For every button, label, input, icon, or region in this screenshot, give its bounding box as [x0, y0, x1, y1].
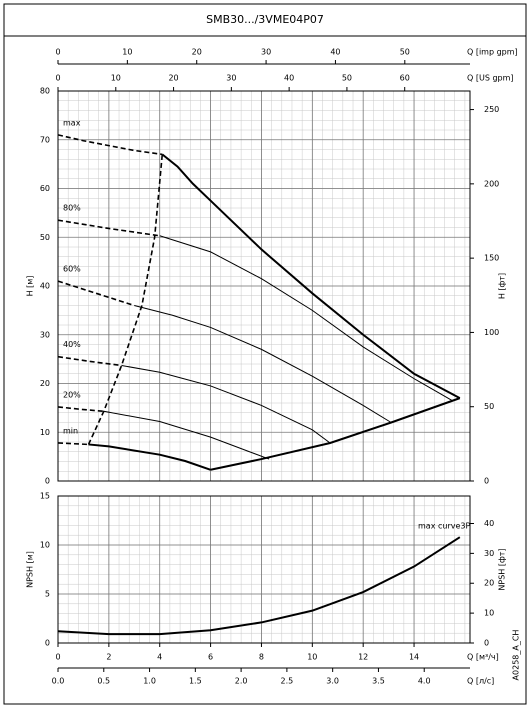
x-axis-label: Q [м³/ч] [467, 653, 499, 662]
curve [161, 153, 461, 400]
x-tick-label: 30 [226, 74, 236, 83]
curve [57, 134, 163, 156]
x-axis-label: Q [л/с] [467, 677, 494, 686]
y-tick-label: 30 [40, 330, 50, 339]
y-tick-label: 0 [45, 477, 50, 486]
chart-title: SMB30.../3VME04P07 [206, 13, 324, 26]
y2-tick-label: 0 [484, 639, 489, 648]
x-tick-label: 1.0 [143, 677, 156, 686]
x-tick-label: 2 [106, 653, 111, 662]
y2-tick-label: 20 [484, 579, 494, 588]
x-tick-label: 0 [55, 653, 60, 662]
x-tick-label: 12 [358, 653, 368, 662]
x-tick-label: 50 [400, 48, 410, 57]
x-tick-label: 30 [261, 48, 271, 57]
drawing-code: A0258_A_CH [512, 630, 521, 681]
annotation: max curve3P [418, 522, 470, 531]
y2-axis-label: NPSH [фт] [498, 548, 507, 590]
x-tick-label: 60 [400, 74, 410, 83]
frame [3, 3, 527, 705]
y-axis-label: H [м] [26, 276, 35, 297]
curve-label: max [63, 118, 81, 127]
curve [159, 235, 453, 401]
x-tick-label: 3.0 [326, 677, 339, 686]
y-tick-label: 10 [40, 541, 50, 550]
curve [87, 154, 164, 445]
x-tick-label: 50 [342, 74, 352, 83]
x-tick-label: 10 [122, 48, 132, 57]
x-tick-label: 4 [157, 653, 162, 662]
y2-tick-label: 50 [484, 402, 494, 411]
y2-tick-label: 40 [484, 519, 494, 528]
curve [57, 355, 122, 367]
curve [57, 280, 135, 307]
curve [121, 364, 331, 444]
y2-axis-label: H [фт] [498, 273, 507, 299]
y-tick-label: 40 [40, 282, 50, 291]
y2-tick-label: 10 [484, 609, 494, 618]
curve [103, 410, 270, 460]
y2-tick-label: 200 [484, 179, 499, 188]
x-tick-label: 40 [284, 74, 294, 83]
curve-label: 80% [63, 204, 81, 213]
curve-label: 60% [63, 265, 81, 274]
x-axis-label: Q [US gpm] [467, 74, 514, 83]
x-tick-label: 0.5 [97, 677, 110, 686]
x-tick-label: 3.5 [372, 677, 385, 686]
x-tick-label: 10 [111, 74, 121, 83]
y2-tick-label: 250 [484, 105, 499, 114]
x-tick-label: 20 [168, 74, 178, 83]
y-tick-label: 20 [40, 379, 50, 388]
curve [210, 397, 461, 471]
curve [57, 442, 89, 446]
x-tick-label: 6 [208, 653, 213, 662]
y-tick-label: 70 [40, 135, 50, 144]
x-tick-label: 1.5 [189, 677, 202, 686]
x-tick-label: 14 [409, 653, 419, 662]
y2-tick-label: 30 [484, 549, 494, 558]
x-tick-label: 0 [55, 48, 60, 57]
x-tick-label: 10 [307, 653, 317, 662]
y2-tick-label: 150 [484, 254, 499, 263]
x-tick-label: 0.0 [52, 677, 65, 686]
y-axis-label: NPSH [м] [26, 551, 35, 588]
y2-tick-label: 100 [484, 328, 499, 337]
y-tick-label: 50 [40, 233, 50, 242]
curve [57, 406, 104, 413]
curve [57, 219, 160, 237]
x-tick-label: 20 [192, 48, 202, 57]
y-tick-label: 10 [40, 428, 50, 437]
y2-tick-label: 0 [484, 477, 489, 486]
y-tick-label: 60 [40, 184, 50, 193]
curve [134, 305, 392, 423]
x-tick-label: 40 [330, 48, 340, 57]
curve [88, 443, 211, 471]
curve-label: 20% [63, 390, 81, 399]
curve-label: 40% [63, 340, 81, 349]
x-tick-label: 8 [259, 653, 264, 662]
y-tick-label: 80 [40, 87, 50, 96]
y-tick-label: 0 [45, 639, 50, 648]
x-axis-label: Q [imp gpm] [467, 48, 518, 57]
x-tick-label: 2.0 [235, 677, 248, 686]
x-tick-label: 2.5 [281, 677, 294, 686]
y-tick-label: 5 [45, 590, 50, 599]
y-tick-label: 15 [40, 492, 50, 501]
x-tick-label: 4.0 [418, 677, 431, 686]
curve-label: min [63, 426, 78, 435]
x-tick-label: 0 [55, 74, 60, 83]
curve [57, 536, 461, 636]
